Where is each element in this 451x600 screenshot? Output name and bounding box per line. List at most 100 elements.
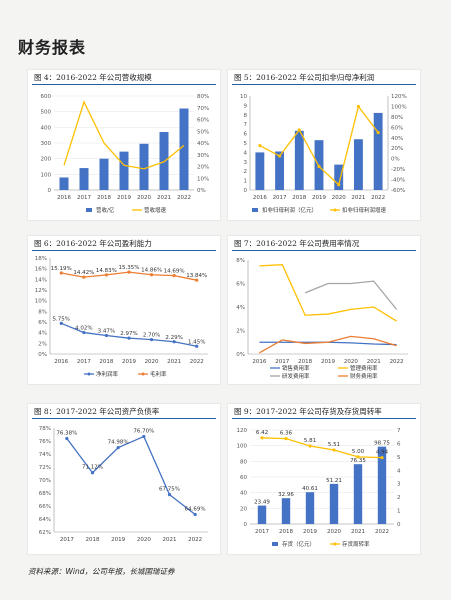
x-tick-label: 2022 (177, 195, 191, 201)
data-point (284, 436, 288, 441)
x-tick-label: 2016 (57, 195, 71, 201)
data-label: 1.45% (188, 339, 205, 345)
data-label: 2.70% (143, 333, 160, 339)
y-tick-label: 1 (244, 179, 248, 185)
y-tick-label: 120 (237, 428, 248, 434)
data-point (149, 273, 154, 277)
data-point (308, 444, 312, 448)
y-tick-label: 2 (244, 169, 248, 175)
chart-revenue: 0 100 200 300 400 500 600 0% 10% 20% 30% 40% 50% 60% 7… (41, 94, 210, 214)
y-tick-label: 8% (38, 309, 47, 315)
bar (119, 151, 129, 190)
legend-label: 毛利率 (150, 370, 167, 378)
y-tick-label: 0 (244, 188, 248, 194)
x-tick-label: 2017 (77, 359, 91, 365)
x-tick-label: 2022 (390, 359, 404, 365)
x-tick-label: 2017 (255, 529, 269, 535)
y2-tick-label: 80% (391, 115, 403, 121)
x-tick-label: 2019 (111, 537, 125, 543)
chart-inventory: 0 20 40 60 80 100 120 0 1 2 3 4 5 6 7 2017 2018 2019 2020 2… (237, 428, 402, 548)
x-tick-label: 2019 (117, 195, 131, 201)
series-line (304, 280, 398, 310)
data-point (195, 344, 199, 348)
y-tick-label: 68% (39, 491, 51, 497)
x-tick-label: 2016 (253, 195, 267, 201)
data-label: 64.69% (185, 507, 206, 513)
bar (179, 108, 189, 190)
x-tick-label: 2020 (137, 195, 151, 201)
data-label: 98.75 (374, 441, 390, 447)
data-label: 5.00 (352, 449, 365, 455)
y2-tick-label: 60% (197, 118, 209, 124)
chart-title: 图 4：2016-2022 年公司营收规模 (34, 73, 152, 82)
x-tick-label: 2021 (351, 195, 365, 201)
title-rule (32, 84, 216, 85)
y2-tick-label: 5 (397, 455, 401, 461)
legend-label: 财务费用率 (350, 372, 378, 380)
data-point (337, 183, 341, 187)
legend-label: 销售费用率 (282, 364, 310, 372)
bar (377, 446, 387, 524)
chart-card-expense-ratio: 图 7：2016-2022 年公司费用率情况 0% 2% 4% 6% 8% 2016 201… (228, 236, 420, 384)
legend-label: 管理费用率 (350, 364, 378, 372)
data-label: 14.42% (73, 270, 94, 276)
data-point (65, 436, 69, 441)
y-tick-label: 66% (39, 504, 51, 510)
bar (353, 139, 363, 190)
x-tick-label: 2020 (145, 359, 159, 365)
y-tick-label: 2% (236, 329, 245, 335)
series-line (261, 437, 383, 459)
x-tick-label: 2019 (303, 529, 317, 535)
data-point (82, 275, 86, 279)
data-label: 76.70% (133, 428, 154, 434)
data-label: 32.96 (278, 492, 294, 498)
y-tick-label: 14% (35, 277, 47, 283)
x-tick-label: 2017 (275, 359, 289, 365)
data-point (127, 336, 131, 340)
series-line (259, 335, 397, 354)
y-tick-label: 18% (35, 256, 47, 262)
data-point (59, 321, 63, 325)
y-tick-label: 500 (41, 110, 52, 116)
data-point (172, 274, 176, 278)
data-label: 15.35% (119, 265, 140, 271)
y-tick-label: 300 (41, 141, 52, 147)
bar (373, 112, 383, 190)
y-tick-label: 200 (41, 157, 52, 163)
y-tick-label: 0 (244, 522, 248, 528)
y2-tick-label: 70% (197, 106, 209, 112)
y-tick-label: 0 (48, 188, 52, 194)
data-point (82, 330, 86, 335)
data-point (172, 340, 176, 344)
y-tick-label: 7 (244, 122, 248, 128)
y2-tick-label: 0 (397, 522, 401, 528)
y-tick-label: 6% (236, 282, 245, 288)
bar (329, 483, 339, 524)
y2-tick-label: 10% (197, 176, 209, 182)
x-tick-label: 2021 (167, 359, 181, 365)
chart-net-profit: 0 1 2 3 4 5 6 7 8 9 10 -60% -40% -20% 0% 20% 40% 60% 80% 10… (240, 94, 407, 214)
data-label: 71.12% (82, 465, 103, 471)
series-line (66, 435, 196, 516)
data-point (142, 434, 146, 439)
y-tick-label: 9 (244, 103, 248, 109)
page-title: 财务报表 (18, 38, 87, 57)
bar (353, 464, 363, 524)
y-tick-label: 16% (35, 267, 47, 273)
x-tick-label: 2021 (163, 537, 177, 543)
legend-marker (87, 372, 91, 376)
x-tick-label: 2016 (252, 359, 266, 365)
chart-card-debt-ratio: 图 8：2017-2022 年公司资产负债率 62% 64% 66% 68% 70% 72… (28, 404, 220, 554)
y-tick-label: 76% (39, 439, 51, 445)
data-label: 13.84% (186, 273, 207, 279)
x-tick-label: 2022 (375, 529, 389, 535)
y2-tick-label: 60% (391, 125, 403, 131)
y2-tick-label: 7 (397, 428, 401, 434)
x-tick-label: 2017 (273, 195, 287, 201)
y2-tick-label: 80% (197, 94, 209, 100)
legend-label: 研发费用率 (282, 372, 310, 380)
data-label: 6.36 (280, 431, 293, 437)
x-tick-label: 2017 (60, 537, 74, 543)
x-tick-label: 2019 (321, 359, 335, 365)
data-point (104, 333, 109, 338)
